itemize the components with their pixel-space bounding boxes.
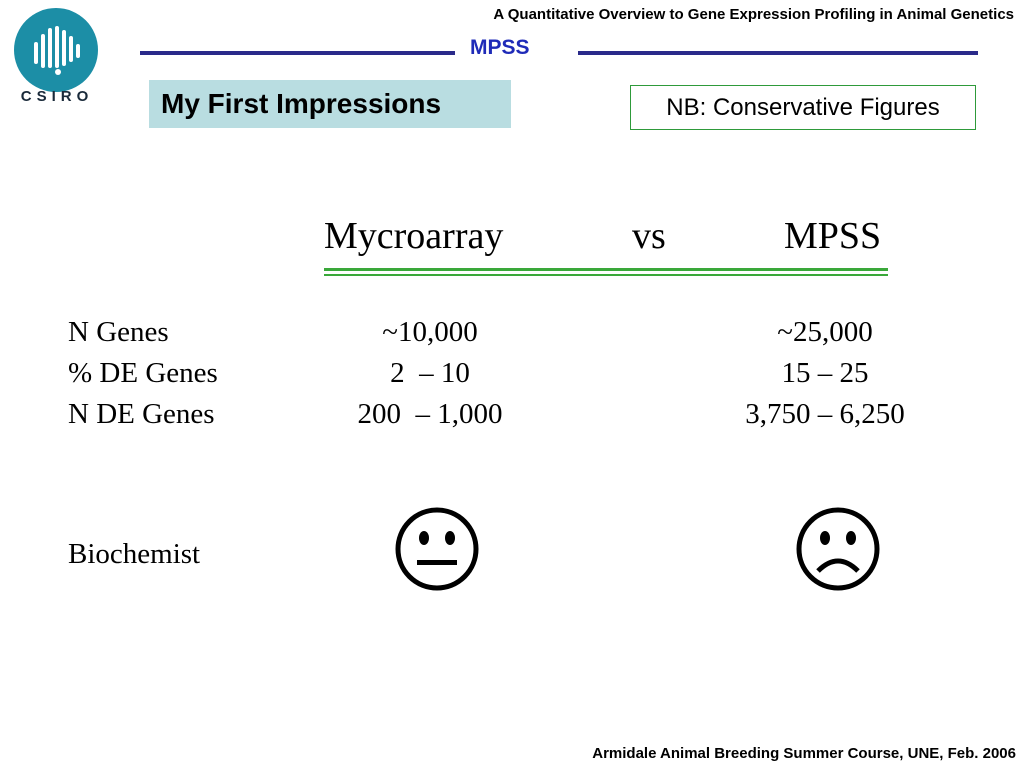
table-row: % DE Genes 2 – 10 15 – 25 [0, 357, 1024, 399]
neutral-face-icon [393, 505, 481, 593]
row-label: N DE Genes [68, 398, 215, 430]
table-row: N DE Genes 200 – 1,000 3,750 – 6,250 [0, 398, 1024, 440]
australia-map-icon [34, 26, 80, 75]
green-divider [324, 268, 888, 271]
mpss-value: 3,750 – 6,250 [745, 398, 905, 430]
footer-text: Armidale Animal Breeding Summer Course, … [592, 745, 1016, 762]
microarray-value: ~10,000 [382, 316, 478, 348]
row-label: N Genes [68, 316, 169, 348]
header-rule-left [140, 51, 455, 55]
green-divider-thin [324, 274, 888, 276]
column-head-mpss: MPSS [784, 215, 882, 257]
row-label: % DE Genes [68, 357, 218, 389]
microarray-value: 200 – 1,000 [357, 398, 503, 430]
presentation-title: A Quantitative Overview to Gene Expressi… [493, 6, 1014, 23]
microarray-value: 2 – 10 [390, 357, 470, 389]
mpss-value: 15 – 25 [781, 357, 869, 389]
column-head-vs: vs [632, 215, 666, 257]
csiro-logo-icon [14, 8, 98, 92]
biochemist-label: Biochemist [68, 538, 201, 570]
sad-face-icon [794, 505, 882, 593]
note-box: NB: Conservative Figures [630, 85, 976, 130]
logo-text: CSIRO [20, 88, 94, 105]
table-row: N Genes ~10,000 ~25,000 [0, 316, 1024, 358]
slide-heading: My First Impressions [149, 80, 511, 128]
header-rule-right [578, 51, 978, 55]
mpss-value: ~25,000 [777, 316, 873, 348]
section-label: MPSS [470, 36, 530, 59]
column-head-microarray: Mycroarray [324, 215, 504, 257]
